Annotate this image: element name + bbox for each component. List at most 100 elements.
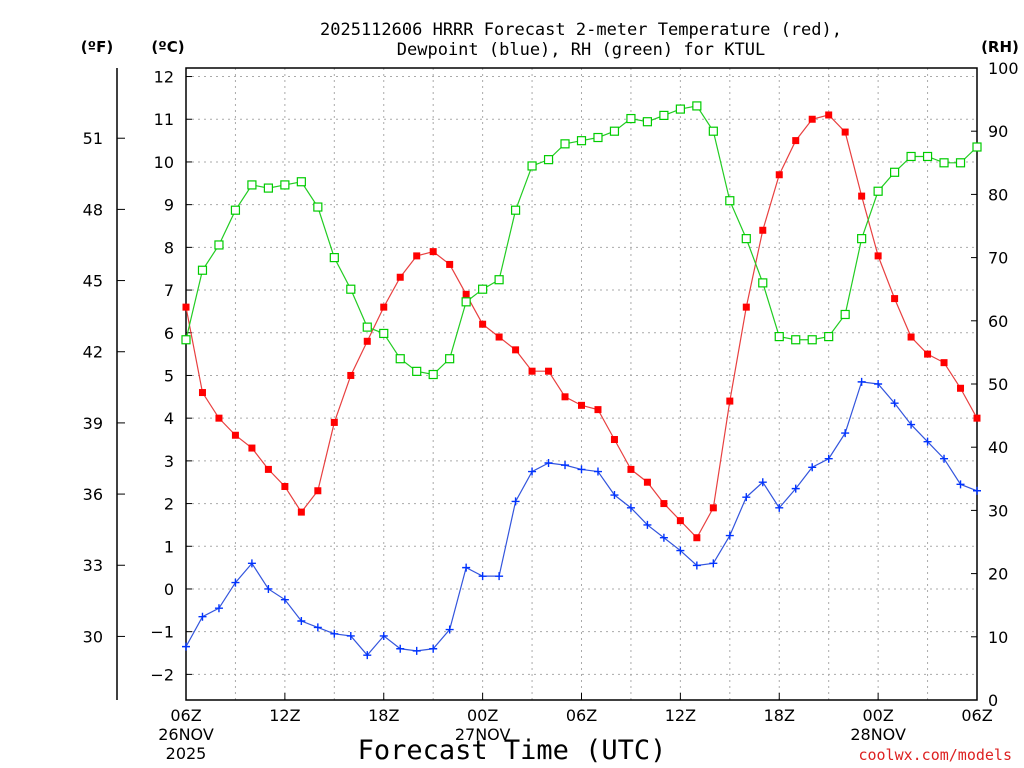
time-tick-label: 12Z (665, 706, 696, 725)
watermark: coolwx.com/models (858, 746, 1012, 764)
temperature-point (808, 115, 816, 123)
dewpoint-point (956, 480, 965, 489)
rh-point (692, 101, 702, 111)
dewpoint-point (758, 478, 767, 487)
dewpoint-point (495, 572, 504, 581)
temperature-point (429, 248, 437, 256)
dewpoint-point (907, 420, 916, 429)
rh-tick-label: 70 (988, 249, 1008, 268)
rh-point (626, 113, 636, 124)
dewpoint-point (182, 642, 190, 651)
dewpoint-point (214, 604, 223, 613)
dewpoint-point (429, 644, 438, 653)
fahrenheit-tick-label: 33 (83, 556, 103, 575)
fahrenheit-tick-label: 45 (83, 272, 103, 291)
rh-point (758, 278, 768, 288)
dewpoint-point (676, 546, 685, 555)
dewpoint-point (297, 617, 306, 625)
rh-point (181, 335, 191, 345)
temperature-point (479, 320, 487, 328)
temperature-point (726, 397, 734, 405)
temperature-point (973, 414, 981, 422)
time-tick-label: 18Z (368, 706, 399, 725)
rh-point (197, 265, 208, 275)
chart-title-line1: 2025112606 HRRR Forecast 2-meter Tempera… (320, 20, 842, 40)
rh-point (395, 354, 405, 364)
rh-point (972, 142, 982, 152)
dewpoint-point (511, 497, 520, 506)
rh-point (510, 205, 521, 215)
dewpoint-point (313, 623, 322, 632)
time-tick-label: 00Z (467, 706, 498, 725)
rh-tick-label: 40 (988, 438, 1008, 457)
rh-point (296, 177, 306, 187)
dewpoint-point (264, 584, 273, 593)
temperature-point (297, 508, 305, 516)
year-label: 2025 (166, 744, 207, 763)
time-tick-label: 12Z (269, 706, 300, 725)
temperature-point (660, 500, 668, 508)
rh-point (346, 284, 356, 294)
rh-tick-label: 20 (988, 565, 1008, 584)
rh-point (873, 186, 883, 196)
celsius-tick-label: −2 (150, 665, 174, 684)
dewpoint-point (528, 467, 537, 476)
temperature-point (841, 128, 849, 136)
temperature-point (924, 350, 932, 358)
temperature-point (347, 371, 355, 379)
temperature-point (462, 290, 470, 298)
plot-frame (185, 67, 978, 701)
fahrenheit-tick-label: 51 (83, 129, 103, 148)
series-temperature (182, 111, 981, 542)
dewpoint-point (659, 533, 668, 542)
date-label: 27NOV (455, 725, 511, 744)
temperature-point (643, 478, 651, 486)
rh-axis-unit: (RH) (981, 38, 1019, 56)
dewpoint-point (247, 559, 256, 568)
dewpoint-point (363, 651, 372, 660)
dewpoint-point (379, 631, 388, 640)
fahrenheit-tick-label: 39 (83, 414, 103, 433)
temperature-point (858, 192, 866, 200)
rh-axis: 0 10 20 30 40 50 60 70 80 90 100 (971, 59, 1019, 710)
temperature-point (446, 260, 454, 268)
fahrenheit-tick-label: 30 (83, 627, 103, 646)
temperature-point (512, 346, 520, 354)
temperature-point (578, 401, 585, 409)
dewpoint-point (346, 631, 355, 640)
rh-tick-label: 100 (988, 59, 1019, 78)
temperature-point (231, 431, 239, 439)
fahrenheit-tick-label: 36 (83, 485, 103, 504)
temperature-point (314, 487, 322, 495)
time-tick-label: 00Z (862, 706, 893, 725)
temperature-point (874, 252, 882, 260)
rh-point (609, 126, 620, 136)
temperature-point (957, 384, 965, 392)
temperature-point (775, 171, 783, 179)
date-label: 28NOV (850, 725, 906, 744)
rh-point (214, 240, 224, 250)
date-label: 26NOV (158, 725, 214, 744)
temperature-point (330, 418, 338, 426)
fahrenheit-axis-unit: (ºF) (81, 38, 113, 56)
celsius-tick-label: 8 (164, 238, 174, 257)
dewpoint-point (593, 467, 602, 476)
rh-point (560, 139, 570, 149)
fahrenheit-axis: 30 33 36 39 42 45 48 51 (83, 129, 125, 646)
rh-point (890, 167, 900, 177)
temperature-point (396, 273, 404, 281)
celsius-tick-label: −1 (150, 623, 174, 642)
dewpoint-point (478, 572, 487, 581)
dewpoint-point (462, 563, 471, 572)
celsius-tick-label: 9 (164, 196, 174, 215)
celsius-tick-label: 11 (154, 110, 174, 129)
temperature-point (182, 303, 190, 311)
rh-point (675, 104, 685, 114)
fahrenheit-tick-label: 48 (83, 200, 103, 219)
temperature-point (248, 444, 256, 452)
rh-point (428, 369, 438, 380)
temperature-point (413, 252, 421, 260)
celsius-axis-unit: (ºC) (151, 38, 184, 56)
